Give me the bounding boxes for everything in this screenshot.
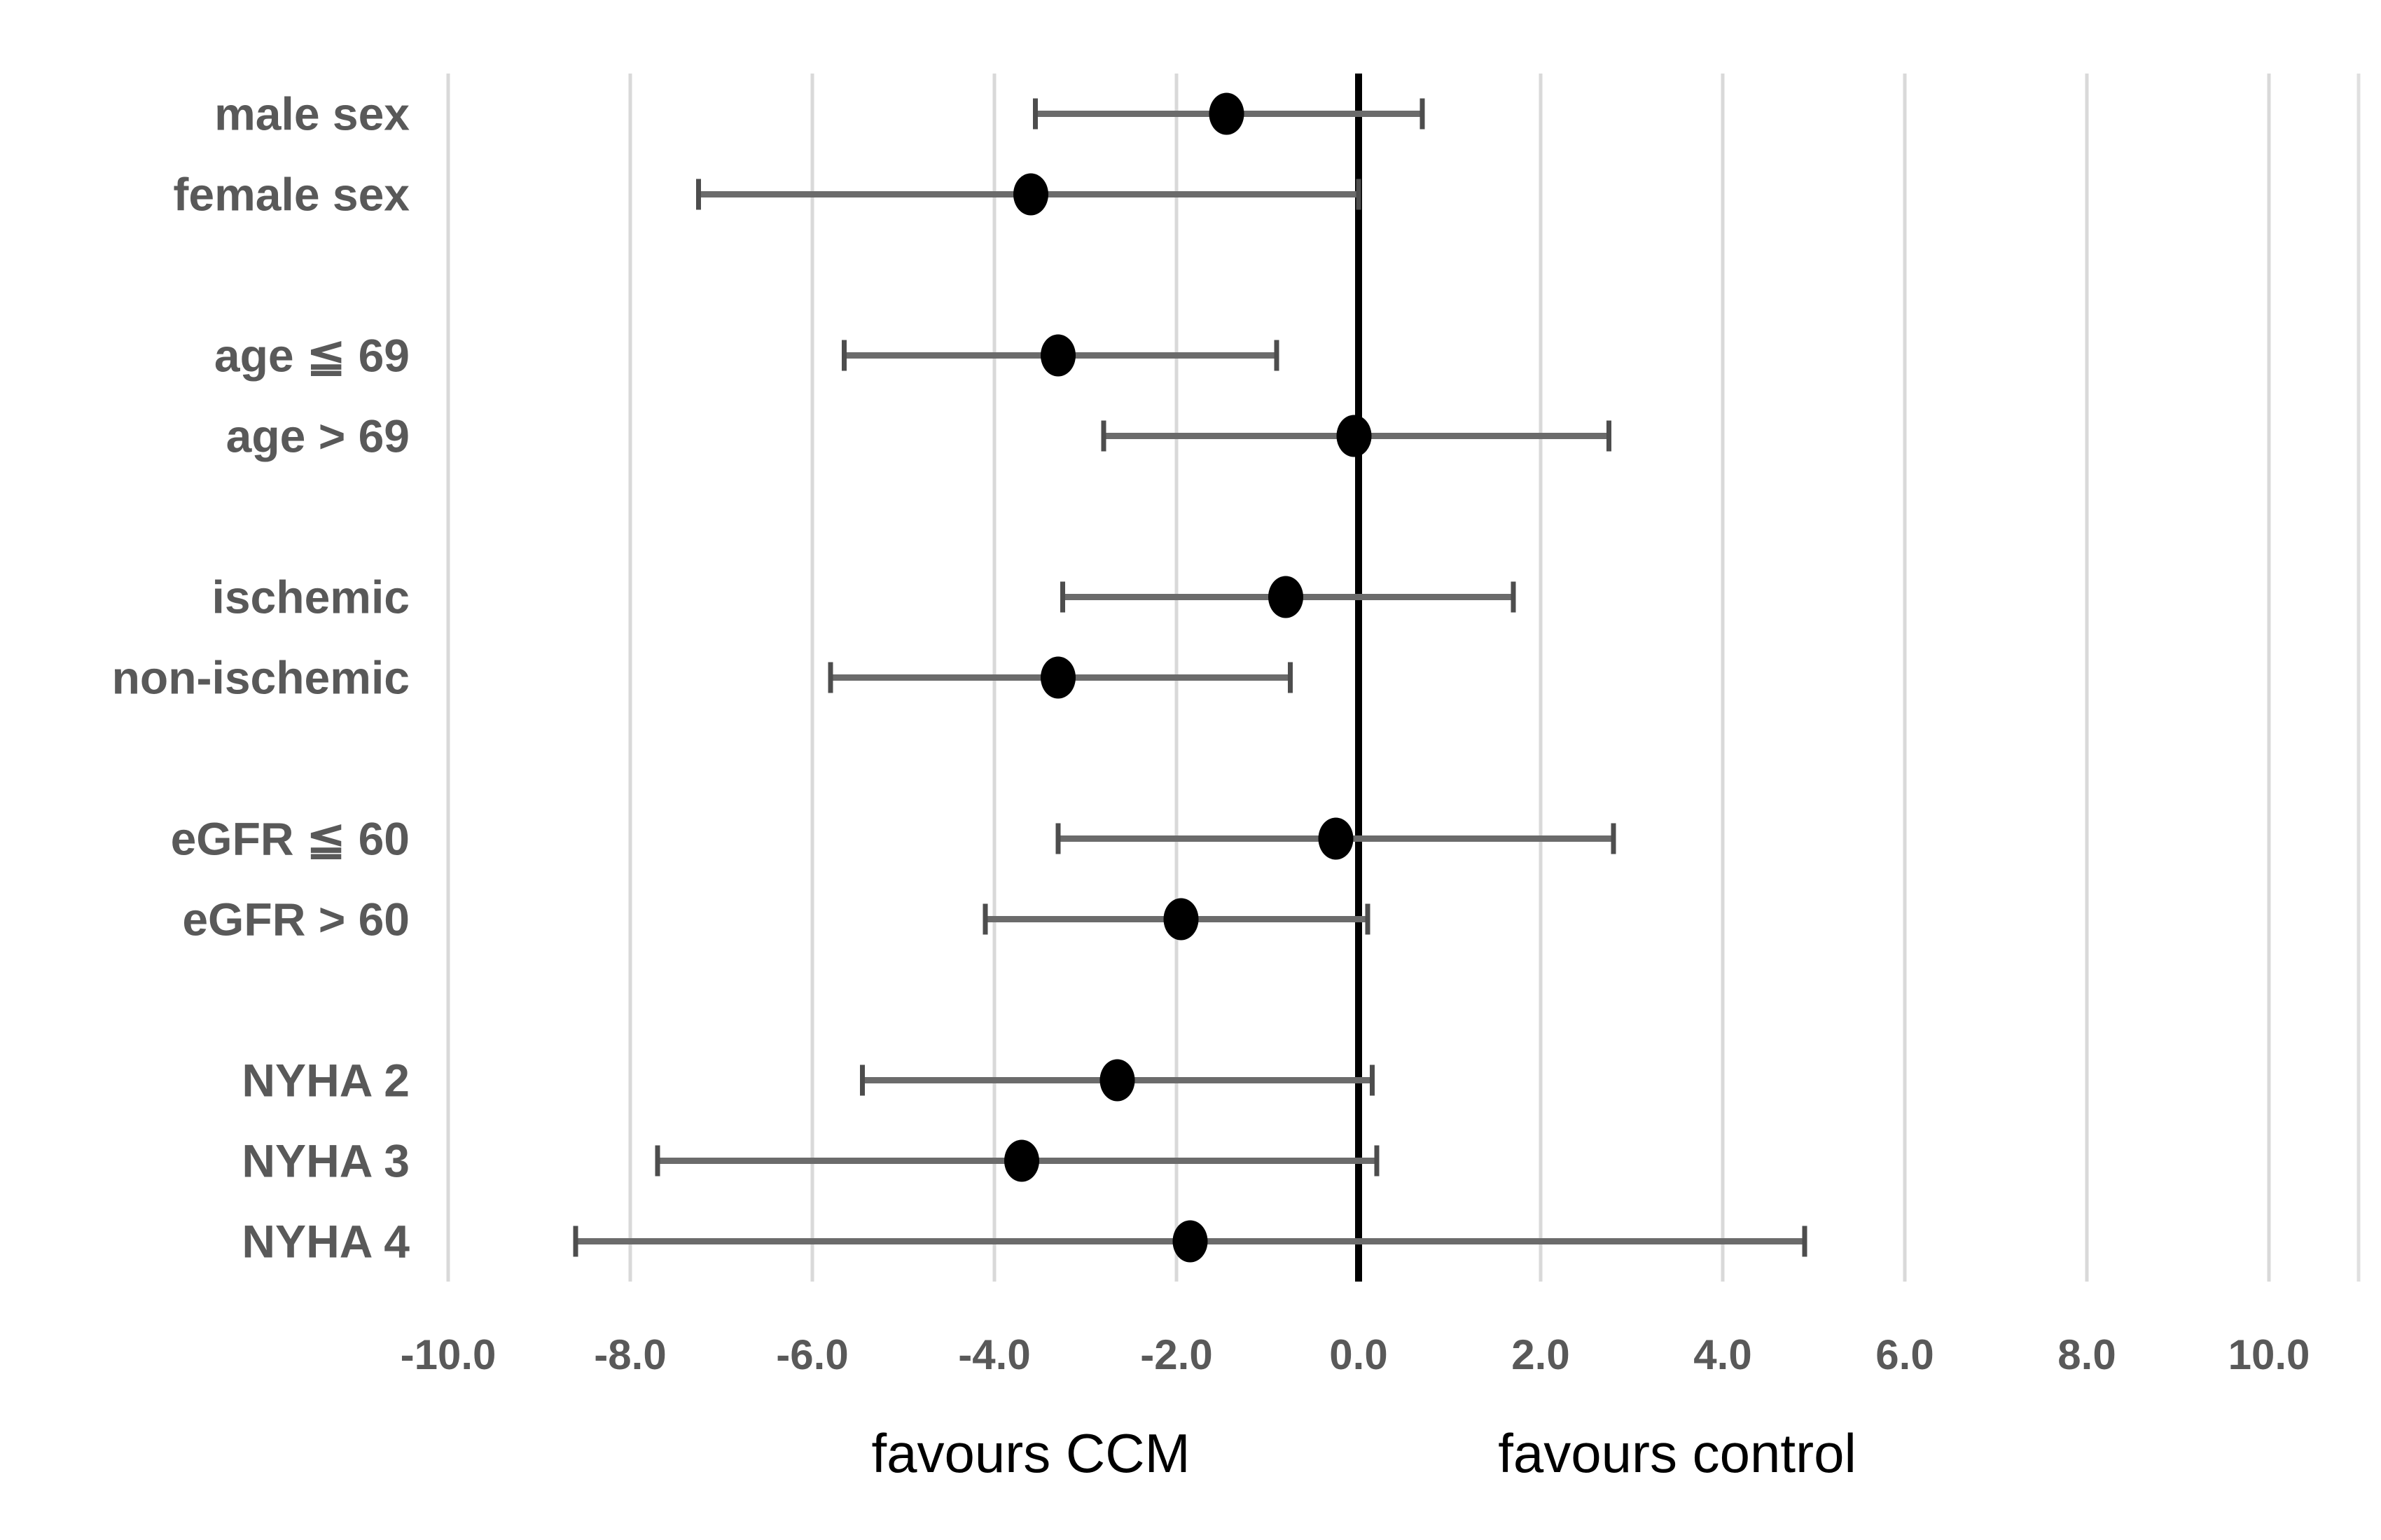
category-label: male sex xyxy=(214,88,410,140)
ci-cap-left xyxy=(828,662,833,693)
forest-row xyxy=(842,334,1279,377)
category-label: NYHA 4 xyxy=(242,1216,410,1268)
ci-cap-left xyxy=(860,1064,865,1096)
category-label: eGFR > 60 xyxy=(182,894,410,945)
ci-cap-right xyxy=(1374,1145,1380,1177)
forest-row xyxy=(1060,576,1516,618)
axis-annotations-layer: favours CCM favours control xyxy=(871,1422,1856,1484)
category-label: NYHA 3 xyxy=(242,1135,410,1187)
category-label: non-ischemic xyxy=(112,652,410,704)
ci-cap-right xyxy=(1611,823,1616,854)
forest-row xyxy=(655,1139,1380,1182)
category-label: age ≦ 69 xyxy=(214,330,410,382)
x-tick-label: 2.0 xyxy=(1511,1331,1569,1378)
x-tick-label: 8.0 xyxy=(2057,1331,2116,1378)
point-marker xyxy=(1268,576,1303,618)
category-label: NYHA 2 xyxy=(242,1055,410,1107)
category-label: eGFR ≦ 60 xyxy=(171,813,410,865)
forest-row xyxy=(860,1059,1375,1102)
ci-cap-right xyxy=(1802,1226,1807,1257)
category-label: female sex xyxy=(173,169,410,221)
forest-row xyxy=(983,898,1370,941)
forest-row xyxy=(1055,817,1616,860)
forest-row xyxy=(573,1220,1807,1263)
point-marker xyxy=(1004,1139,1039,1182)
ci-cap-left xyxy=(1060,581,1065,613)
category-label: age > 69 xyxy=(226,410,410,462)
x-tick-label: -6.0 xyxy=(776,1331,848,1378)
ci-cap-right xyxy=(1274,340,1279,371)
ci-cap-left xyxy=(573,1226,578,1257)
ci-cap-right xyxy=(1419,98,1425,130)
ci-cap-right xyxy=(1370,1064,1375,1096)
point-marker xyxy=(1209,92,1244,135)
ci-cap-right xyxy=(1365,903,1370,935)
forest-row xyxy=(696,173,1361,216)
point-marker xyxy=(1318,817,1354,860)
x-tick-label: -10.0 xyxy=(401,1331,497,1378)
ci-cap-right xyxy=(1511,581,1516,613)
ci-cap-left xyxy=(655,1145,660,1177)
point-marker xyxy=(1041,334,1076,377)
x-axis-ticks-layer: -10.0 -8.0 -6.0 -4.0 -2.0 0.0 2.0 4.0 6.0 8.0 10.0 xyxy=(401,1331,2310,1378)
forest-row xyxy=(1101,415,1611,457)
x-tick-label: 4.0 xyxy=(1693,1331,1751,1378)
ci-cap-right xyxy=(1356,179,1361,210)
point-marker xyxy=(1013,173,1048,216)
point-marker xyxy=(1336,415,1372,457)
ci-cap-left xyxy=(696,179,701,210)
point-marker xyxy=(1172,1220,1208,1263)
point-marker xyxy=(1099,1059,1135,1102)
forest-row xyxy=(1033,92,1425,135)
x-tick-label: -8.0 xyxy=(594,1331,666,1378)
ci-cap-right xyxy=(1606,420,1611,452)
ci-cap-left xyxy=(842,340,847,371)
category-labels-layer: male sex female sex age ≦ 69 age > 69 ischem… xyxy=(112,88,410,1268)
ci-cap-left xyxy=(1055,823,1061,854)
axis-annotation: favours control xyxy=(1498,1422,1856,1484)
forest-row xyxy=(828,656,1293,699)
category-label: ischemic xyxy=(212,571,410,623)
gridlines-layer xyxy=(446,74,2361,1282)
x-tick-label: -2.0 xyxy=(1140,1331,1212,1378)
point-marker xyxy=(1041,656,1076,699)
ci-cap-right xyxy=(1288,662,1293,693)
x-tick-label: 10.0 xyxy=(2228,1331,2310,1378)
axis-annotation: favours CCM xyxy=(871,1422,1190,1484)
data-rows-layer xyxy=(573,92,1807,1263)
x-tick-label: -4.0 xyxy=(958,1331,1030,1378)
x-tick-label: 6.0 xyxy=(1875,1331,1934,1378)
ci-cap-left xyxy=(983,903,988,935)
ci-cap-left xyxy=(1101,420,1106,452)
x-tick-label: 0.0 xyxy=(1329,1331,1387,1378)
point-marker xyxy=(1163,898,1199,941)
ci-cap-left xyxy=(1033,98,1038,130)
